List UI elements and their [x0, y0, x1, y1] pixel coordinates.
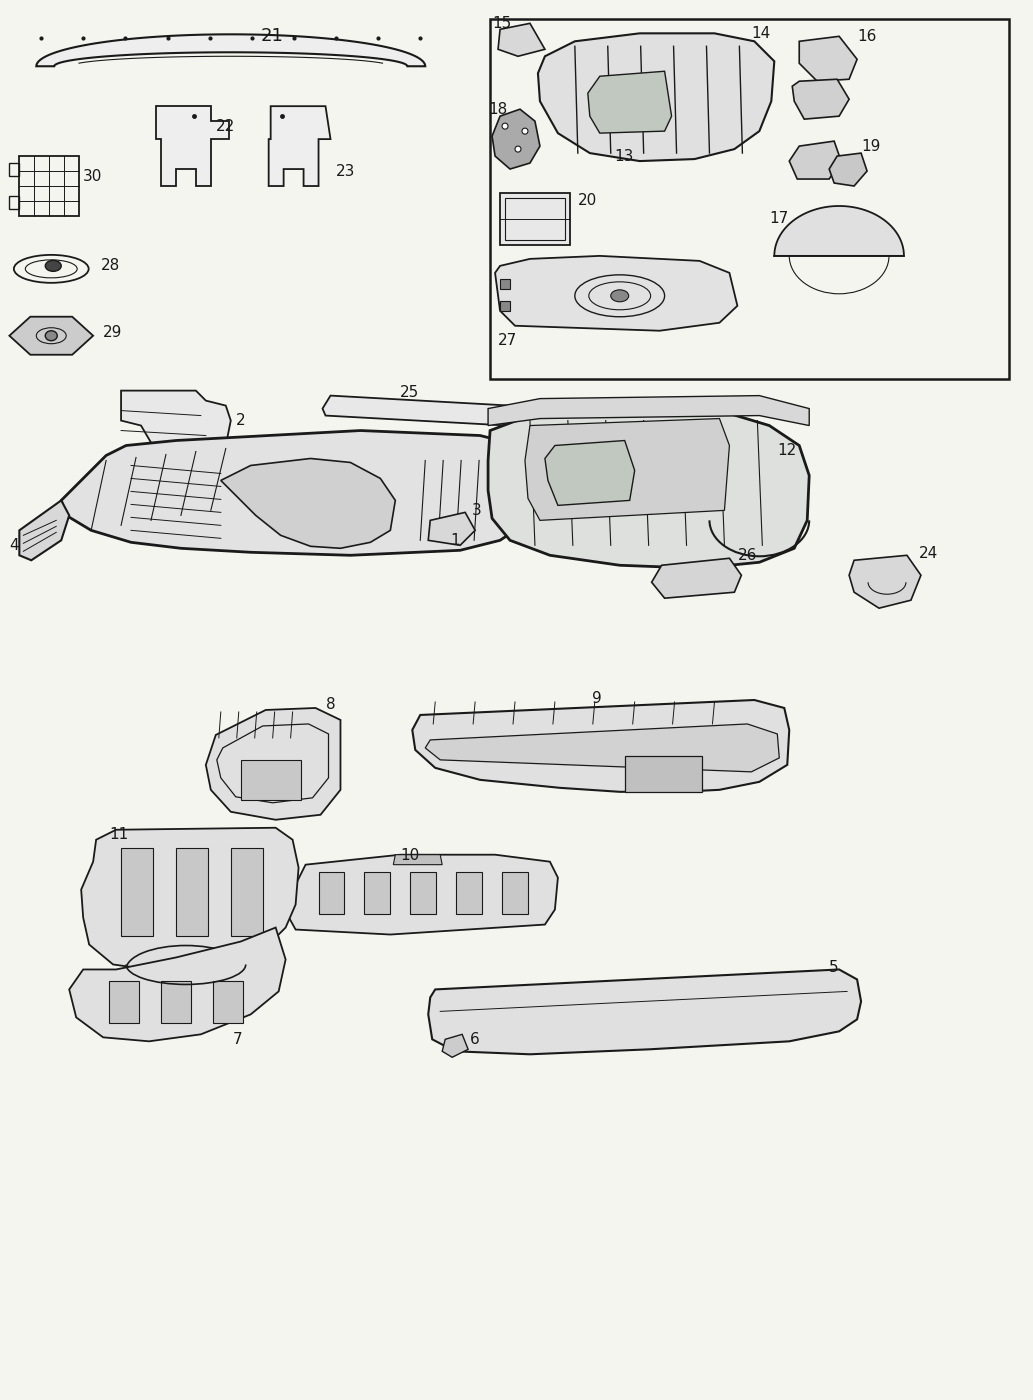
- Text: 15: 15: [492, 15, 511, 31]
- Polygon shape: [221, 458, 396, 549]
- Bar: [625, 756, 702, 792]
- Ellipse shape: [45, 260, 61, 272]
- Bar: [230, 848, 262, 935]
- Bar: [318, 872, 344, 914]
- Text: 23: 23: [336, 164, 355, 179]
- Text: 13: 13: [615, 148, 634, 164]
- Polygon shape: [82, 827, 299, 972]
- Polygon shape: [69, 928, 285, 1042]
- Ellipse shape: [502, 123, 508, 129]
- Polygon shape: [121, 391, 230, 458]
- Polygon shape: [829, 153, 867, 186]
- Bar: [365, 872, 390, 914]
- Polygon shape: [492, 109, 540, 169]
- Bar: [500, 301, 510, 311]
- Text: 21: 21: [260, 28, 284, 45]
- Polygon shape: [9, 316, 93, 354]
- Polygon shape: [792, 80, 849, 119]
- Ellipse shape: [522, 129, 528, 134]
- Polygon shape: [429, 969, 862, 1054]
- Polygon shape: [156, 106, 228, 186]
- Text: 14: 14: [751, 25, 771, 41]
- Polygon shape: [442, 1035, 468, 1057]
- Bar: [500, 279, 510, 288]
- Polygon shape: [775, 206, 904, 256]
- Text: 27: 27: [498, 333, 518, 349]
- Bar: [500, 193, 570, 245]
- Text: 11: 11: [109, 827, 128, 843]
- Text: 30: 30: [84, 168, 102, 183]
- Text: 28: 28: [101, 259, 121, 273]
- Text: 19: 19: [862, 139, 880, 154]
- Text: 26: 26: [738, 547, 757, 563]
- Polygon shape: [488, 396, 809, 426]
- Text: 12: 12: [777, 442, 796, 458]
- Bar: [109, 981, 139, 1023]
- Polygon shape: [800, 36, 857, 81]
- Bar: [502, 872, 528, 914]
- Polygon shape: [20, 500, 69, 560]
- Bar: [176, 848, 208, 935]
- Ellipse shape: [611, 290, 629, 302]
- Polygon shape: [498, 24, 545, 56]
- Text: 3: 3: [472, 503, 481, 518]
- Text: 17: 17: [770, 211, 788, 227]
- Ellipse shape: [45, 330, 57, 340]
- Text: 4: 4: [9, 538, 19, 553]
- Polygon shape: [652, 559, 742, 598]
- Bar: [241, 760, 301, 799]
- Text: 9: 9: [592, 690, 601, 706]
- Text: 5: 5: [829, 960, 839, 974]
- Text: 6: 6: [470, 1032, 480, 1047]
- Text: 25: 25: [401, 385, 419, 400]
- Polygon shape: [322, 396, 515, 426]
- Polygon shape: [525, 419, 729, 521]
- Text: 7: 7: [232, 1032, 243, 1047]
- Polygon shape: [269, 106, 331, 186]
- Text: 22: 22: [216, 119, 236, 133]
- Polygon shape: [206, 708, 341, 820]
- Text: 18: 18: [488, 102, 507, 116]
- Ellipse shape: [515, 146, 521, 153]
- Bar: [121, 848, 153, 935]
- Polygon shape: [849, 556, 920, 608]
- Text: 16: 16: [857, 29, 876, 43]
- Polygon shape: [545, 441, 634, 505]
- Bar: [161, 981, 191, 1023]
- Bar: [410, 872, 436, 914]
- Bar: [213, 981, 243, 1023]
- Polygon shape: [412, 700, 789, 792]
- Polygon shape: [429, 512, 475, 546]
- Bar: [490, 20, 1008, 378]
- Polygon shape: [285, 854, 558, 935]
- Text: 2: 2: [236, 413, 246, 428]
- Bar: [457, 872, 482, 914]
- Text: 10: 10: [401, 848, 419, 864]
- Text: 1: 1: [450, 533, 460, 547]
- Text: 20: 20: [577, 193, 597, 209]
- Polygon shape: [426, 724, 779, 771]
- Text: 8: 8: [325, 697, 335, 713]
- Text: 24: 24: [919, 546, 938, 561]
- Polygon shape: [394, 854, 442, 865]
- Polygon shape: [488, 406, 809, 568]
- Bar: [505, 197, 565, 239]
- Polygon shape: [789, 141, 841, 179]
- Polygon shape: [495, 256, 738, 330]
- Polygon shape: [61, 431, 545, 556]
- Polygon shape: [588, 71, 671, 133]
- Polygon shape: [36, 35, 426, 66]
- Polygon shape: [538, 34, 775, 161]
- Text: 29: 29: [103, 325, 123, 340]
